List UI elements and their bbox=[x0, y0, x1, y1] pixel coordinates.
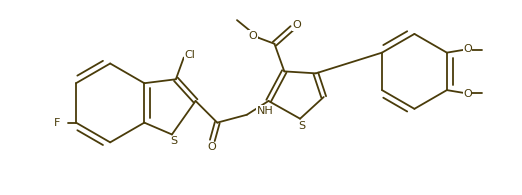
Text: O: O bbox=[463, 44, 472, 54]
Text: S: S bbox=[299, 121, 305, 131]
Text: O: O bbox=[207, 142, 216, 152]
Text: S: S bbox=[170, 136, 177, 146]
Text: Cl: Cl bbox=[184, 50, 195, 60]
Text: O: O bbox=[463, 89, 472, 99]
Text: O: O bbox=[248, 31, 257, 41]
Text: O: O bbox=[293, 20, 302, 30]
Text: F: F bbox=[54, 118, 61, 128]
Text: NH: NH bbox=[257, 106, 274, 116]
